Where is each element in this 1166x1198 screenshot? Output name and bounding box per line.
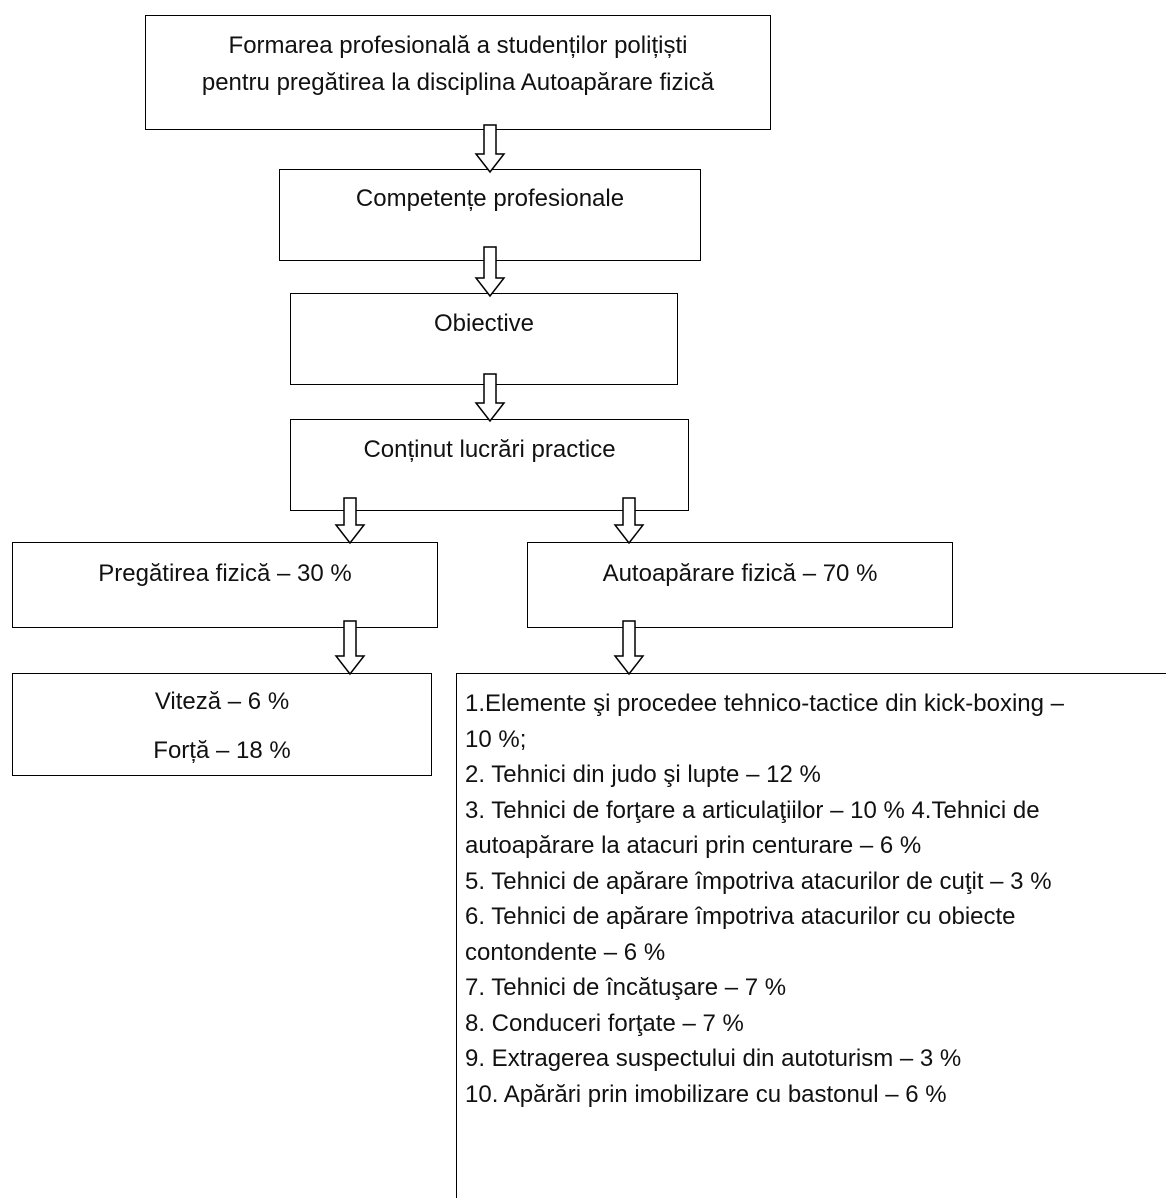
box-obiective-label: Obiective — [433, 310, 535, 337]
box-forta-label: Forță – 18 % — [153, 737, 291, 764]
box-viteza-label: Viteză – 6 % — [154, 688, 290, 715]
down-arrow-icon — [474, 373, 506, 423]
box-autoaparare-fizica: Autoapărare fizică – 70 % — [527, 542, 953, 628]
down-arrow-icon — [613, 497, 645, 545]
box-autoaparare-details: 1.Elemente şi procedee tehnico-tactice d… — [456, 673, 1166, 1198]
box-continut-lucrari-practice: Conținut lucrări practice — [290, 419, 689, 511]
down-arrow-icon — [334, 620, 366, 676]
box-competente-profesionale: Competențe profesionale — [279, 169, 701, 261]
box-pregatirea-label: Pregătirea fizică – 30 % — [98, 560, 352, 587]
autoaparare-details-list: 1.Elemente şi procedee tehnico-tactice d… — [465, 686, 1064, 1112]
detail-item: 10. Apărări prin imobilizare cu bastonul… — [465, 1080, 947, 1108]
box-autoaparare-label: Autoapărare fizică – 70 % — [602, 560, 878, 587]
detail-item: 10 %; — [465, 725, 527, 753]
detail-item: 2. Tehnici din judo şi lupte – 12 % — [465, 761, 821, 788]
detail-item: 9. Extragerea suspectului din autoturism… — [465, 1045, 962, 1072]
detail-item: 5. Tehnici de apărare împotriva atacuril… — [465, 867, 1052, 895]
box-viteza-forta: Viteză – 6 % Forță – 18 % — [12, 673, 432, 776]
box-formarea-line-2: pentru pregătirea la disciplina Autoapăr… — [201, 69, 715, 96]
down-arrow-icon — [474, 124, 506, 174]
box-formarea-line-1: Formarea profesională a studenților poli… — [228, 32, 688, 59]
down-arrow-icon — [334, 497, 366, 545]
detail-item: 6. Tehnici de apărare împotriva atacuril… — [465, 903, 1016, 930]
detail-item: autoapărare la atacuri prin centurare – … — [465, 832, 922, 859]
down-arrow-icon — [613, 620, 645, 676]
detail-item: contondente – 6 % — [465, 938, 666, 966]
detail-item: 1.Elemente şi procedee tehnico-tactice d… — [465, 690, 1064, 717]
box-obiective: Obiective — [290, 293, 678, 385]
detail-item: 3. Tehnici de forţare a articulaţiilor –… — [465, 796, 1040, 824]
detail-item: 7. Tehnici de încătuşare – 7 % — [465, 974, 787, 1001]
box-competente-label: Competențe profesionale — [355, 185, 625, 212]
box-continut-label: Conținut lucrări practice — [363, 436, 616, 463]
detail-item: 8. Conduceri forţate – 7 % — [465, 1009, 744, 1037]
box-formarea-profesionala: Formarea profesională a studenților poli… — [145, 15, 771, 130]
box-pregatirea-fizica: Pregătirea fizică – 30 % — [12, 542, 438, 628]
down-arrow-icon — [474, 246, 506, 298]
